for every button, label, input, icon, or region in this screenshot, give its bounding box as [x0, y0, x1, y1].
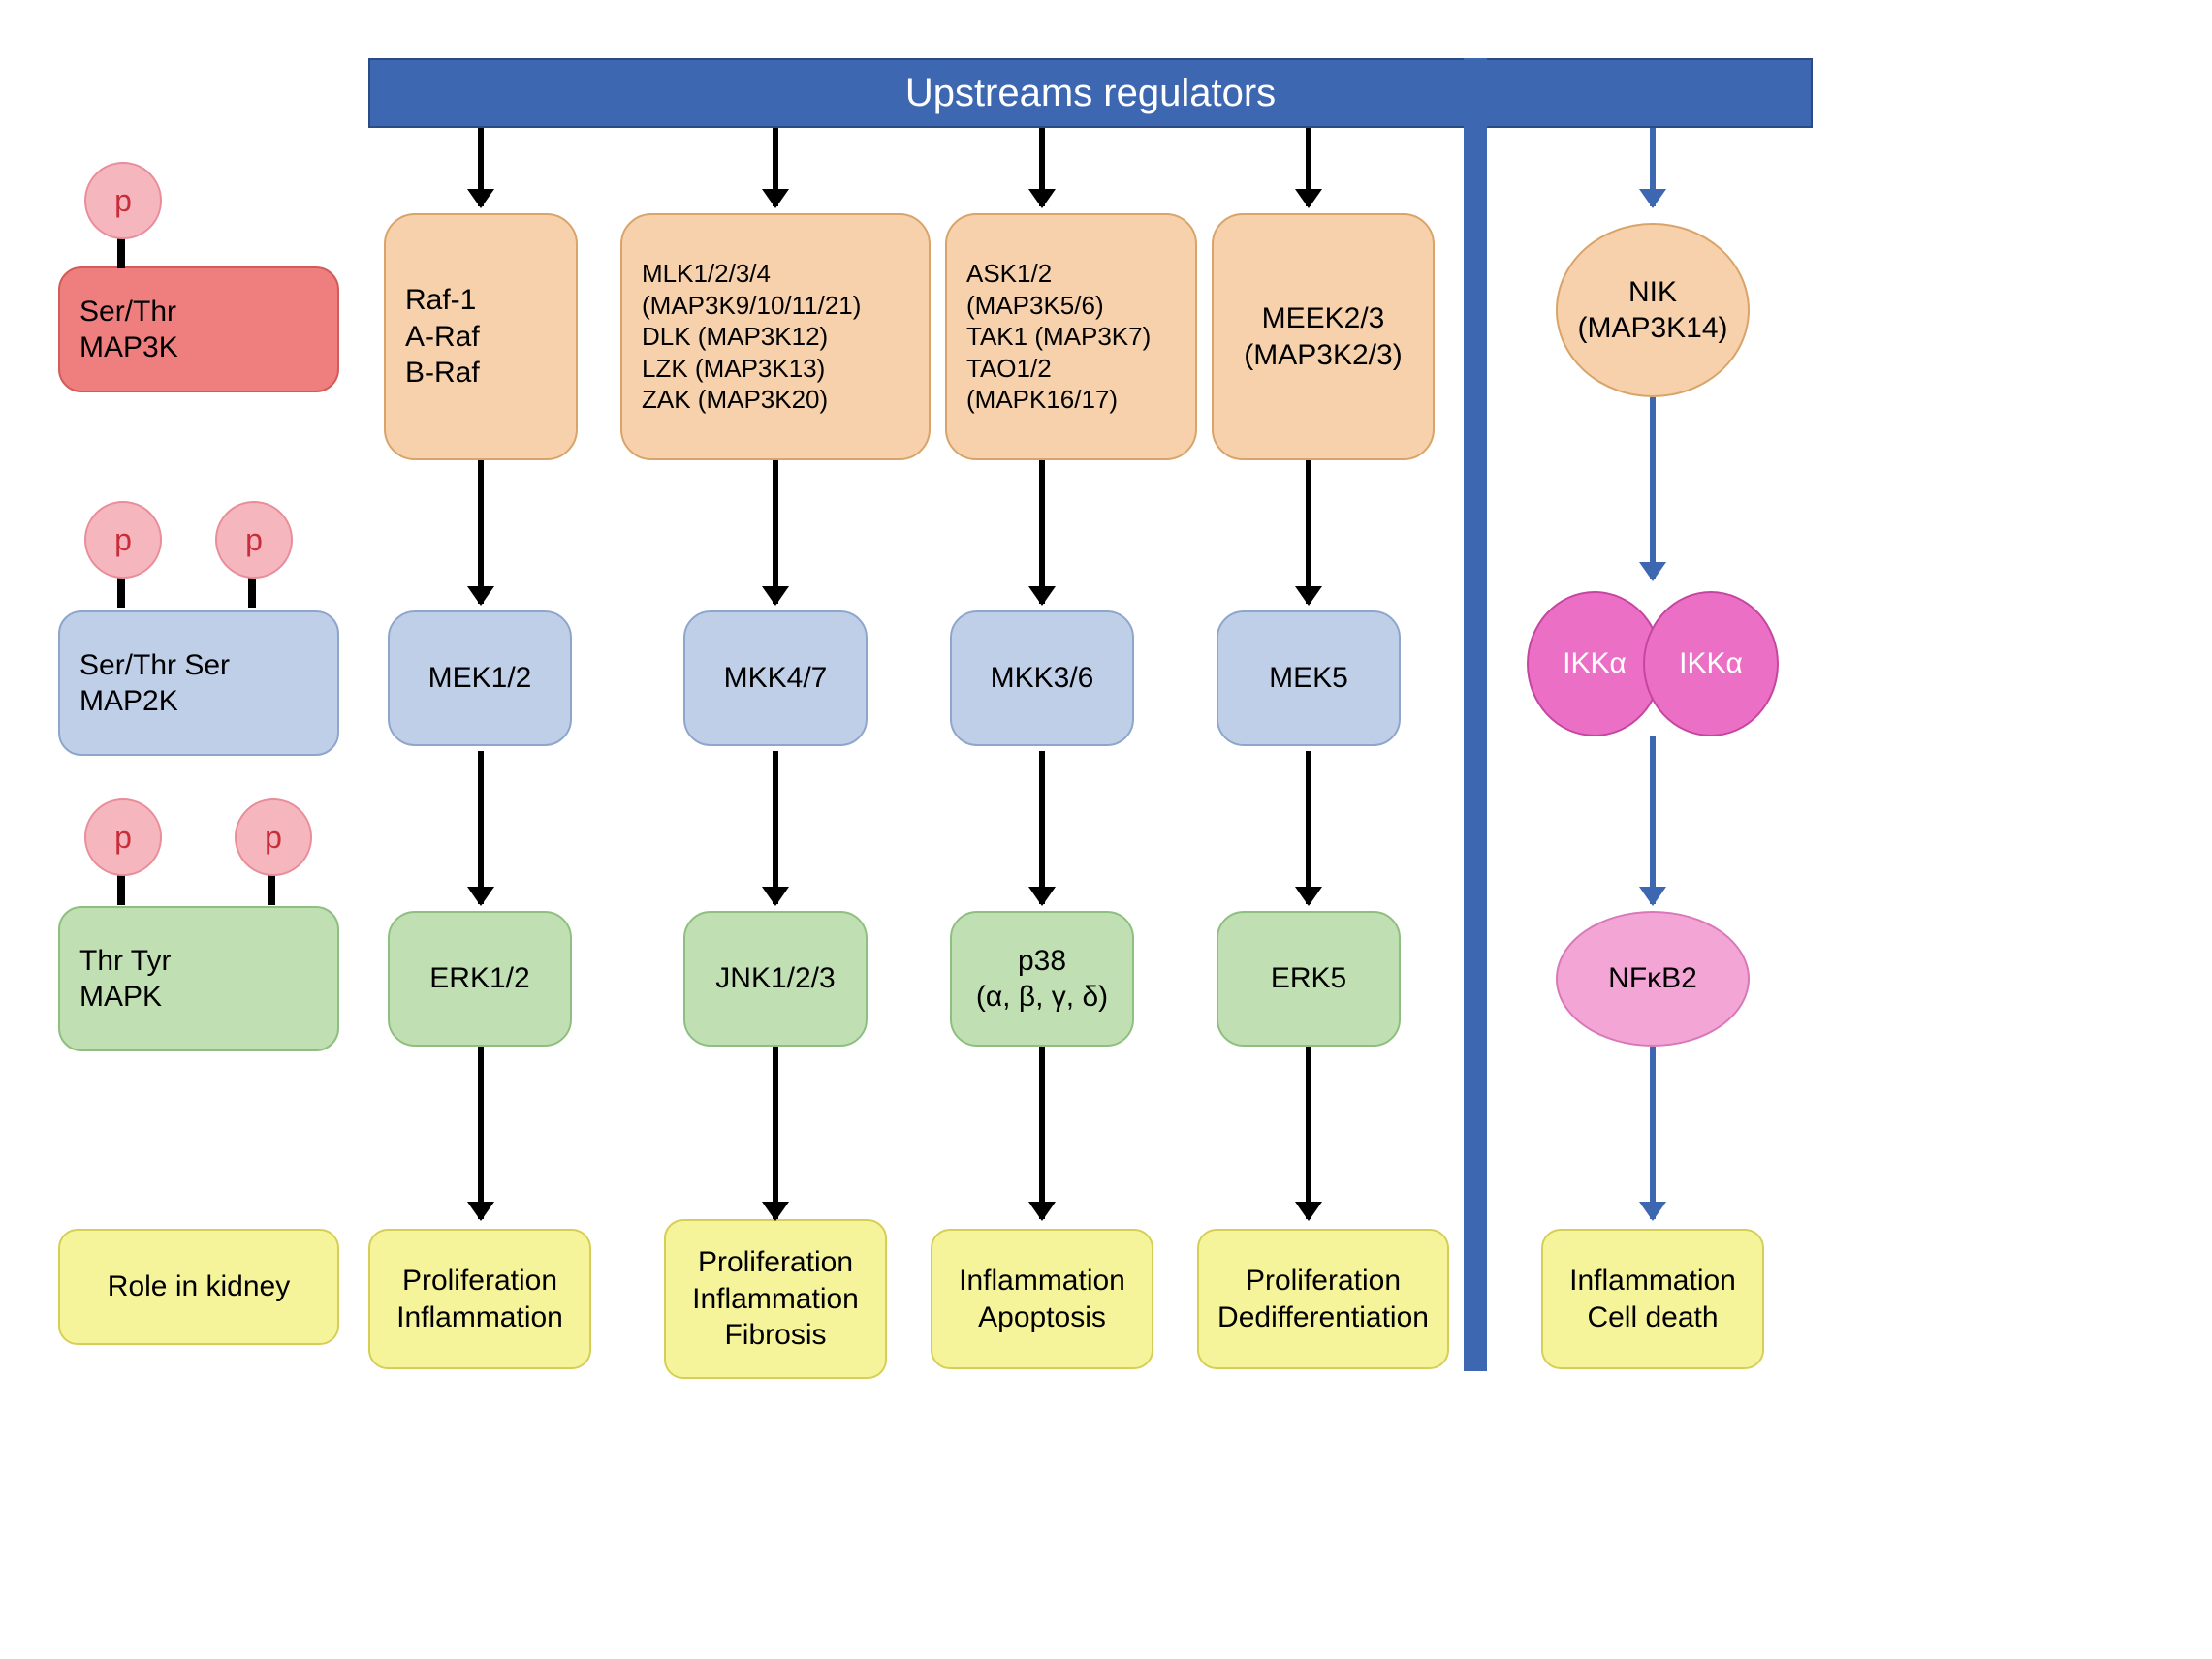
title-bar: Upstreams regulators	[368, 58, 1813, 128]
pbadge-label: p	[245, 522, 263, 558]
node-ask: ASK1/2 (MAP3K5/6) TAK1 (MAP3K7) TAO1/2 (…	[945, 213, 1197, 460]
pbadge-label: p	[265, 820, 282, 856]
node-ikka2-label: IKKα	[1679, 645, 1743, 682]
node-erk5-label: ERK5	[1271, 960, 1346, 997]
node-mlk-label: MLK1/2/3/4 (MAP3K9/10/11/21) DLK (MAP3K1…	[642, 258, 861, 416]
node-ask-label: ASK1/2 (MAP3K5/6) TAK1 (MAP3K7) TAO1/2 (…	[966, 258, 1151, 416]
node-nik-label: NIK (MAP3K14)	[1577, 274, 1727, 347]
node-erk5: ERK5	[1217, 911, 1401, 1047]
node-out1-label: Proliferation Inflammation	[396, 1263, 563, 1335]
pbadge-label: p	[114, 522, 132, 558]
node-jnk: JNK1/2/3	[683, 911, 868, 1047]
divider-pillar	[1464, 58, 1487, 1371]
pbadge: p	[84, 162, 162, 239]
node-out2-label: Proliferation Inflammation Fibrosis	[692, 1244, 859, 1354]
node-mek12-label: MEK1/2	[428, 660, 532, 697]
node-raf: Raf-1 A-Raf B-Raf	[384, 213, 578, 460]
node-out4-label: Proliferation Dedifferentiation	[1217, 1263, 1429, 1335]
node-mlk: MLK1/2/3/4 (MAP3K9/10/11/21) DLK (MAP3K1…	[620, 213, 931, 460]
node-role_legend: Role in kidney	[58, 1229, 339, 1345]
node-out2: Proliferation Inflammation Fibrosis	[664, 1219, 887, 1379]
node-map2k_legend-label: Ser/Thr Ser MAP2K	[79, 647, 230, 720]
node-role_legend-label: Role in kidney	[108, 1268, 290, 1305]
node-nfkb2-label: NFκB2	[1608, 960, 1697, 997]
node-mek5-label: MEK5	[1269, 660, 1348, 697]
node-out1: Proliferation Inflammation	[368, 1229, 591, 1369]
node-map2k_legend: Ser/Thr Ser MAP2K	[58, 610, 339, 756]
node-out5: Inflammation Cell death	[1541, 1229, 1764, 1369]
node-erk12: ERK1/2	[388, 911, 572, 1047]
node-out4: Proliferation Dedifferentiation	[1197, 1229, 1449, 1369]
node-nfkb2: NFκB2	[1556, 911, 1750, 1047]
node-p38-label: p38 (α, β, γ, δ)	[976, 943, 1108, 1016]
pbadge: p	[215, 501, 293, 579]
node-out3: Inflammation Apoptosis	[931, 1229, 1153, 1369]
node-mek12: MEK1/2	[388, 610, 572, 746]
node-raf-label: Raf-1 A-Raf B-Raf	[405, 282, 480, 391]
pbadge-label: p	[114, 183, 132, 219]
node-ikka2: IKKα	[1643, 591, 1779, 736]
node-mapk_legend-label: Thr Tyr MAPK	[79, 943, 171, 1016]
pbadge: p	[235, 798, 312, 876]
node-mkk36: MKK3/6	[950, 610, 1134, 746]
node-meek-label: MEEK2/3 (MAP3K2/3)	[1244, 300, 1402, 373]
pbadge-label: p	[114, 820, 132, 856]
node-meek: MEEK2/3 (MAP3K2/3)	[1212, 213, 1435, 460]
node-ikka1-label: IKKα	[1563, 645, 1627, 682]
node-ikka1: IKKα	[1527, 591, 1662, 736]
node-erk12-label: ERK1/2	[429, 960, 529, 997]
diagram-canvas: Upstreams regulators Ser/Thr MAP3K Ser/Thr…	[0, 0, 2212, 1659]
pbadge: p	[84, 501, 162, 579]
node-out5-label: Inflammation Cell death	[1569, 1263, 1736, 1335]
node-out3-label: Inflammation Apoptosis	[959, 1263, 1125, 1335]
node-map3k_legend: Ser/Thr MAP3K	[58, 266, 339, 392]
node-mkk36-label: MKK3/6	[991, 660, 1094, 697]
node-map3k_legend-label: Ser/Thr MAP3K	[79, 294, 178, 366]
node-jnk-label: JNK1/2/3	[715, 960, 835, 997]
node-mek5: MEK5	[1217, 610, 1401, 746]
title-bar-text: Upstreams regulators	[905, 69, 1276, 117]
pbadge: p	[84, 798, 162, 876]
node-p38: p38 (α, β, γ, δ)	[950, 911, 1134, 1047]
node-mapk_legend: Thr Tyr MAPK	[58, 906, 339, 1051]
node-nik: NIK (MAP3K14)	[1556, 223, 1750, 397]
node-mkk47-label: MKK4/7	[724, 660, 828, 697]
node-mkk47: MKK4/7	[683, 610, 868, 746]
